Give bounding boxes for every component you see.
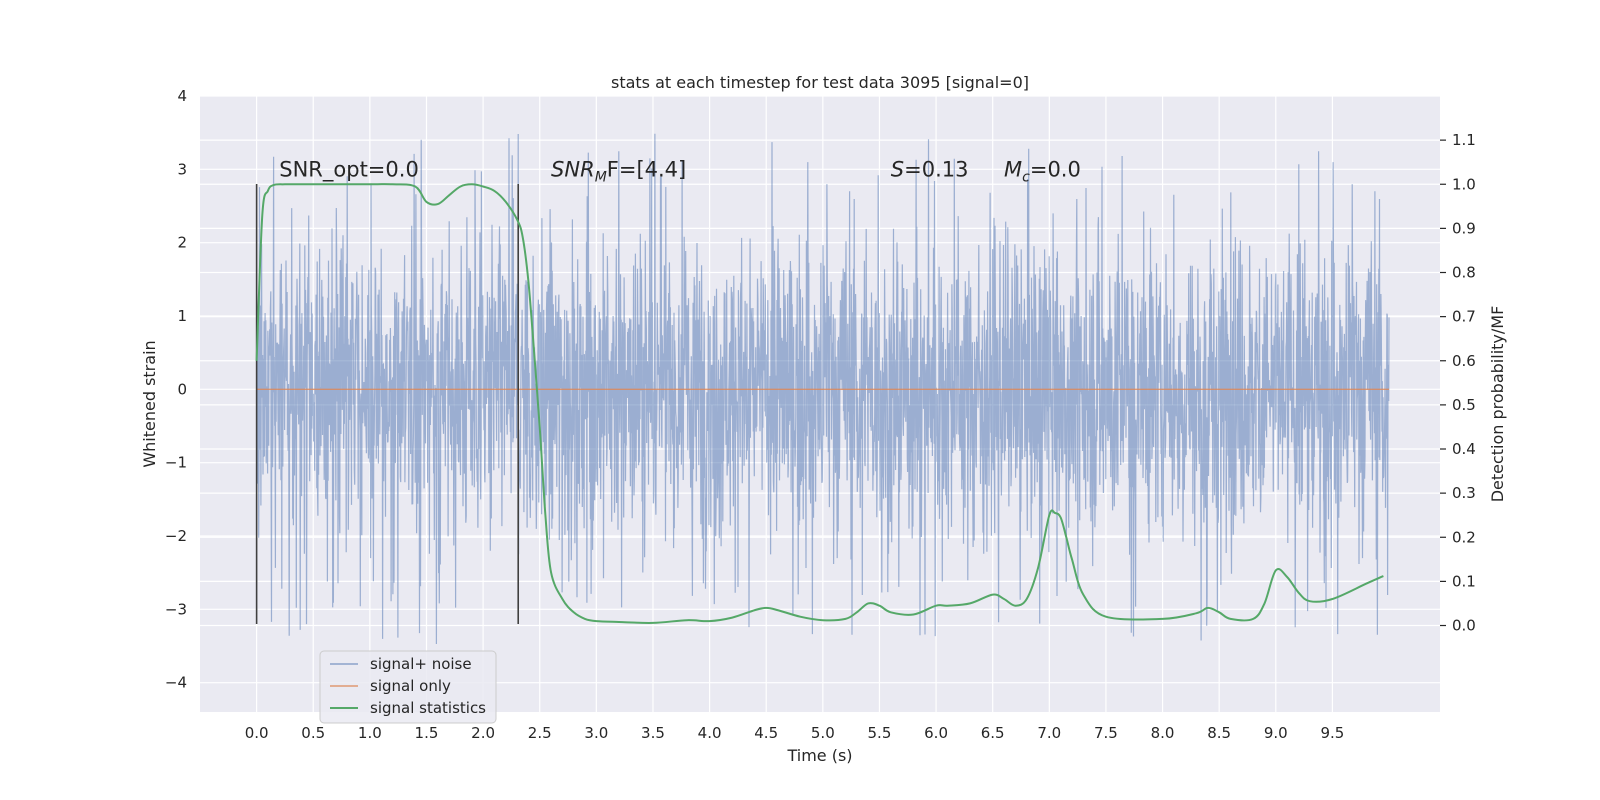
x-tick-label-19: 9.5 — [1320, 724, 1344, 742]
y-axis-ticks: −4 −3 −2 −1 0 1 2 3 4 — [165, 87, 187, 692]
annotation-2: S=0.13 — [891, 158, 969, 182]
y2-axis-title: Detection probability/MF — [1488, 306, 1507, 503]
legend-label-signal-only: signal only — [370, 677, 451, 695]
y2-tick-label-9: 0.9 — [1452, 219, 1476, 237]
x-tick-label-2: 1.0 — [358, 724, 382, 742]
x-axis-ticks: 0.0 0.5 1.0 1.5 2.0 2.5 3.0 3.5 4.0 4.5 5.0 5.5 6.0 6… — [245, 724, 1345, 742]
x-tick-label-15: 7.5 — [1094, 724, 1118, 742]
y-axis-title: Whitened strain — [140, 340, 159, 467]
y2-tick-label-5: 0.5 — [1452, 396, 1476, 414]
legend-box — [319, 650, 497, 724]
chart-title: stats at each timestep for test data 309… — [611, 73, 1029, 92]
x-tick-label-7: 3.5 — [641, 724, 665, 742]
x-tick-label-9: 4.5 — [754, 724, 778, 742]
x-tick-label-14: 7.0 — [1037, 724, 1061, 742]
x-tick-label-12: 6.0 — [924, 724, 948, 742]
y2-tick-label-4: 0.4 — [1452, 440, 1476, 458]
y2-tick-label-8: 0.8 — [1452, 264, 1476, 282]
vertical-markers — [255, 184, 520, 624]
y2-tick-label-1: 0.1 — [1452, 572, 1476, 590]
x-tick-label-13: 6.5 — [981, 724, 1005, 742]
y-tick-label-1: −3 — [165, 600, 187, 618]
x-tick-label-18: 9.0 — [1264, 724, 1288, 742]
annotation-1: SNRMF=[4.4] — [551, 158, 686, 186]
y-tick-label-5: 1 — [177, 307, 187, 325]
legend-label-signal-noise: signal+ noise — [370, 655, 472, 673]
y2-tick-label-3: 0.3 — [1452, 484, 1476, 502]
x-tick-label-16: 8.0 — [1151, 724, 1175, 742]
y-tick-label-8: 4 — [177, 87, 187, 105]
x-tick-label-17: 8.5 — [1207, 724, 1231, 742]
annotations: SNR_opt=0.0 SNRMF=[4.4] S=0.13 Mc=0.0 — [279, 158, 1081, 186]
y-tick-label-7: 3 — [177, 160, 187, 178]
y2-axis-ticks: 0.0 0.1 0.2 0.3 0.4 0.5 0.6 0.7 0.8 0.9 1.0 1.1 — [1440, 131, 1476, 635]
x-tick-label-6: 3.0 — [584, 724, 608, 742]
statistics-curve — [255, 183, 1384, 624]
y2-tick-label-0: 0.0 — [1452, 617, 1476, 635]
y-tick-label-4: 0 — [177, 380, 187, 398]
x-tick-label-8: 4.0 — [698, 724, 722, 742]
x-tick-label-3: 1.5 — [415, 724, 439, 742]
y2-tick-label-6: 0.6 — [1452, 352, 1476, 370]
x-tick-label-4: 2.0 — [471, 724, 495, 742]
y2-tick-label-10: 1.0 — [1452, 175, 1476, 193]
legend: signal+ noise signal only signal statist… — [319, 650, 497, 724]
y-tick-label-2: −2 — [165, 527, 187, 545]
series-signal-noise — [256, 133, 1390, 645]
noise-trace — [256, 133, 1390, 645]
y2-tick-label-2: 0.2 — [1452, 528, 1476, 546]
x-tick-label-1: 0.5 — [301, 724, 325, 742]
y2-tick-label-7: 0.7 — [1452, 308, 1476, 326]
x-tick-label-5: 2.5 — [528, 724, 552, 742]
x-axis-title: Time (s) — [786, 746, 852, 765]
y-tick-label-6: 2 — [177, 234, 187, 252]
y-tick-label-0: −4 — [165, 674, 187, 692]
x-tick-label-0: 0.0 — [245, 724, 269, 742]
annotation-0: SNR_opt=0.0 — [279, 158, 419, 183]
x-tick-label-10: 5.0 — [811, 724, 835, 742]
y2-tick-label-11: 1.1 — [1452, 131, 1476, 149]
y-tick-label-3: −1 — [165, 454, 187, 472]
series-signal-statistics — [255, 183, 1384, 624]
legend-label-signal-statistics: signal statistics — [370, 699, 486, 717]
x-tick-label-11: 5.5 — [868, 724, 892, 742]
annotation-3: Mc=0.0 — [1004, 158, 1081, 186]
